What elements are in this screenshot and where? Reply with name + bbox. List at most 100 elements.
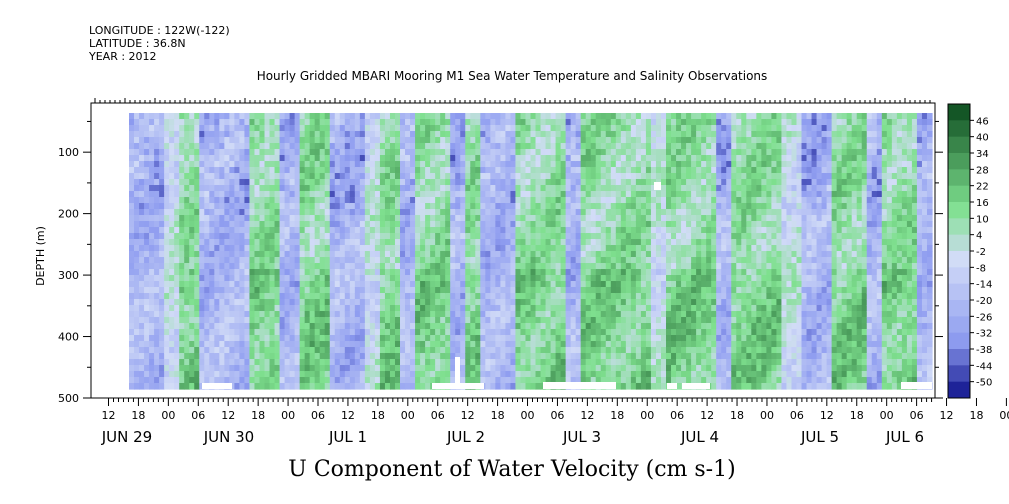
heatmap-cell <box>364 293 371 300</box>
heatmap-cell <box>364 179 371 186</box>
heatmap-cell <box>630 233 637 240</box>
heatmap-cell <box>304 293 311 300</box>
heatmap-cell <box>495 119 501 126</box>
heatmap-cell <box>465 293 471 300</box>
heatmap-cell <box>560 335 567 342</box>
heatmap-cell <box>354 239 361 246</box>
heatmap-cell <box>199 155 205 162</box>
heatmap-cell <box>379 191 386 198</box>
heatmap-cell <box>580 329 587 336</box>
heatmap-cell <box>254 251 261 258</box>
heatmap-cell <box>294 155 301 162</box>
heatmap-cell <box>535 317 542 324</box>
heatmap-cell <box>289 197 296 204</box>
heatmap-cell <box>354 185 361 192</box>
heatmap-cell <box>400 119 406 126</box>
heatmap-cell <box>234 215 241 222</box>
heatmap-cell <box>615 317 622 324</box>
heatmap-cell <box>625 251 632 258</box>
heatmap-cell <box>660 185 667 192</box>
heatmap-cell <box>555 137 562 144</box>
heatmap-cell <box>334 239 341 246</box>
heatmap-cell <box>640 263 647 270</box>
heatmap-cell <box>339 167 346 174</box>
heatmap-cell <box>495 137 501 144</box>
heatmap-cell <box>204 197 210 204</box>
heatmap-cell <box>465 305 471 312</box>
heatmap-cell <box>389 203 396 210</box>
heatmap-cell <box>294 167 301 174</box>
heatmap-cell <box>274 185 281 192</box>
heatmap-cell <box>525 329 532 336</box>
heatmap-cell <box>500 137 507 144</box>
heatmap-cell <box>209 251 215 258</box>
heatmap-cell <box>274 197 281 204</box>
heatmap-cell <box>585 311 592 318</box>
heatmap-cell <box>570 341 577 348</box>
heatmap-cell <box>520 383 527 390</box>
heatmap-cell <box>209 257 215 264</box>
heatmap-cell <box>585 329 592 336</box>
heatmap-cell <box>369 167 376 174</box>
heatmap-cell <box>605 257 612 264</box>
heatmap-cell <box>555 353 562 360</box>
heatmap-cell <box>450 155 456 162</box>
heatmap-cell <box>590 311 597 318</box>
heatmap-cell <box>475 209 481 216</box>
heatmap-cell <box>269 161 276 168</box>
heatmap-cell <box>445 149 451 156</box>
heatmap-cell <box>379 305 386 312</box>
heatmap-cell <box>249 239 256 246</box>
heatmap-cell <box>319 203 326 210</box>
heatmap-cell <box>339 137 346 144</box>
heatmap-cell <box>359 155 366 162</box>
heatmap-cell <box>610 329 617 336</box>
heatmap-cell <box>369 299 376 306</box>
heatmap-cell <box>555 209 562 216</box>
heatmap-cell <box>440 191 446 198</box>
heatmap-cell <box>389 335 396 342</box>
heatmap-cell <box>505 323 512 330</box>
heatmap-cell <box>570 149 577 156</box>
heatmap-cell <box>139 125 145 132</box>
heatmap-cell <box>309 287 316 294</box>
heatmap-cell <box>585 341 592 348</box>
heatmap-cell <box>364 215 371 222</box>
heatmap-cell <box>650 215 657 222</box>
heatmap-cell <box>254 167 261 174</box>
heatmap-cell <box>139 287 145 294</box>
heatmap-cell <box>294 323 301 330</box>
heatmap-cell <box>174 143 180 150</box>
heatmap-cell <box>129 137 135 144</box>
heatmap-cell <box>359 335 366 342</box>
heatmap-cell <box>289 263 296 270</box>
heatmap-cell <box>635 197 642 204</box>
heatmap-cell <box>144 173 150 180</box>
heatmap-cell <box>575 359 582 366</box>
heatmap-cell <box>440 179 446 186</box>
heatmap-cell <box>174 245 180 252</box>
heatmap-cell <box>159 209 165 216</box>
heatmap-cell <box>169 269 175 276</box>
heatmap-cell <box>575 131 582 138</box>
heatmap-cell <box>550 251 557 258</box>
heatmap-cell <box>545 233 552 240</box>
heatmap-cell <box>154 137 160 144</box>
heatmap-cell <box>535 125 542 132</box>
heatmap-cell <box>199 287 205 294</box>
heatmap-cell <box>299 329 306 336</box>
heatmap-cell <box>635 269 642 276</box>
heatmap-cell <box>199 149 205 156</box>
heatmap-cell <box>420 377 426 384</box>
heatmap-cell <box>204 323 210 330</box>
heatmap-cell <box>475 131 481 138</box>
heatmap-cell <box>400 233 406 240</box>
heatmap-cell <box>460 185 466 192</box>
heatmap-cell <box>324 347 331 354</box>
heatmap-cell <box>159 203 165 210</box>
heatmap-cell <box>234 155 241 162</box>
heatmap-cell <box>149 113 155 120</box>
heatmap-cell <box>339 371 346 378</box>
heatmap-cell <box>134 203 140 210</box>
heatmap-cell <box>194 305 200 312</box>
